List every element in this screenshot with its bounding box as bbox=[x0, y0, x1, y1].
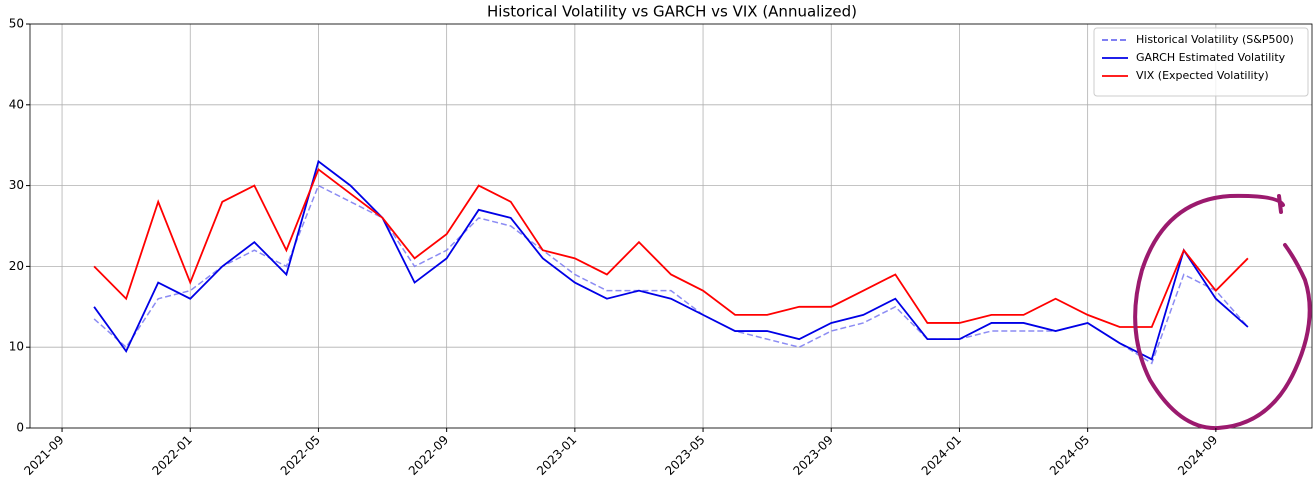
legend-label: GARCH Estimated Volatility bbox=[1136, 51, 1286, 64]
x-tick-label: 2022-09 bbox=[406, 433, 451, 478]
x-tick-label: 2023-01 bbox=[534, 433, 579, 478]
y-tick-label: 40 bbox=[9, 97, 24, 111]
x-tick-label: 2022-05 bbox=[278, 433, 323, 478]
series-line bbox=[93, 168, 1249, 328]
y-tick-label: 10 bbox=[9, 340, 24, 354]
legend-box bbox=[1093, 27, 1309, 97]
legend-label: Historical Volatility (S&P500) bbox=[1136, 33, 1294, 46]
y-tick-label: 30 bbox=[9, 178, 24, 192]
x-tick-label: 2022-01 bbox=[149, 433, 194, 478]
series-line bbox=[93, 159, 1249, 361]
axes-frame bbox=[29, 23, 1313, 429]
y-tick-label: 20 bbox=[9, 259, 24, 273]
x-tick-label: 2024-05 bbox=[1047, 433, 1092, 478]
annotation-stroke bbox=[1277, 194, 1283, 214]
annotation-circle bbox=[1133, 193, 1312, 431]
x-tick-label: 2023-09 bbox=[790, 433, 835, 478]
x-tick-label: 2023-05 bbox=[662, 433, 707, 478]
x-tick-label: 2021-09 bbox=[21, 433, 66, 478]
x-tick-label: 2024-01 bbox=[919, 433, 964, 478]
x-tick-label: 2024-09 bbox=[1175, 433, 1220, 478]
y-tick-label: 0 bbox=[16, 421, 24, 435]
y-tick-label: 50 bbox=[9, 17, 24, 31]
legend-label: VIX (Expected Volatility) bbox=[1136, 69, 1269, 82]
chart-title: Historical Volatility vs GARCH vs VIX (A… bbox=[487, 3, 857, 21]
